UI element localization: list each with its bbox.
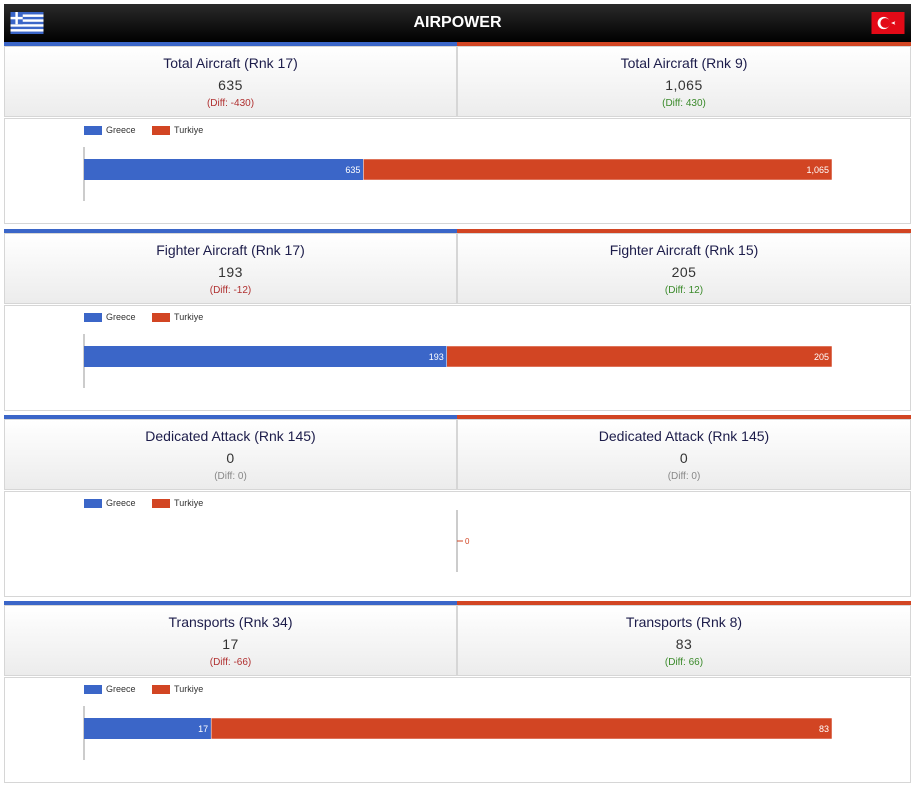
- legend-label: Greece: [106, 312, 136, 322]
- bar-label-zero: 0: [465, 537, 470, 546]
- turkiye-stat-card: Fighter Aircraft (Rnk 15) 205 (Diff: 12): [457, 233, 911, 304]
- legend-label: Greece: [106, 684, 136, 694]
- greece-flag-icon: [10, 12, 44, 34]
- stat-value: 83: [675, 636, 693, 652]
- bar-turkiye: [210, 717, 833, 740]
- stat-value: 1,065: [665, 77, 703, 93]
- bar-label-turkiye: 83: [819, 724, 829, 734]
- stat-diff: (Diff: 0): [214, 471, 247, 482]
- bar-label-greece: 635: [345, 165, 360, 175]
- stat-section-fighter-aircraft: Fighter Aircraft (Rnk 17) 193 (Diff: -12…: [4, 229, 911, 411]
- page-header: AIRPOWER: [4, 4, 911, 42]
- bar-label-greece: 17: [198, 724, 208, 734]
- stat-section-total-aircraft: Total Aircraft (Rnk 17) 635 (Diff: -430)…: [4, 42, 911, 224]
- bar-greece: [84, 159, 364, 180]
- legend-swatch: [152, 313, 171, 323]
- stat-value: 205: [671, 264, 697, 280]
- legend-label: Greece: [106, 125, 136, 135]
- bar-turkiye: [363, 158, 833, 181]
- chart-legend: Greece Turkiye: [84, 684, 217, 695]
- stat-section-transports: Transports (Rnk 34) 17 (Diff: -66) Trans…: [4, 601, 911, 783]
- greece-stat-card: Total Aircraft (Rnk 17) 635 (Diff: -430): [4, 46, 457, 117]
- legend-swatch: [84, 126, 102, 136]
- bar-label-greece: 193: [429, 352, 444, 362]
- legend-swatch: [152, 685, 171, 695]
- legend-item-greece[interactable]: Greece: [84, 312, 136, 323]
- comparison-chart: Greece Turkiye 193 205: [4, 305, 911, 411]
- legend-swatch: [84, 685, 102, 695]
- turkiye-stat-card: Transports (Rnk 8) 83 (Diff: 66): [457, 605, 911, 676]
- stat-diff: (Diff: 0): [667, 471, 701, 482]
- legend-item-greece[interactable]: Greece: [84, 498, 136, 509]
- stat-label: Total Aircraft (Rnk 9): [620, 55, 748, 71]
- legend-item-turkiye[interactable]: Turkiye: [152, 125, 204, 136]
- greece-accent-bar: [4, 601, 457, 605]
- legend-item-turkiye[interactable]: Turkiye: [152, 498, 204, 509]
- stat-label: Dedicated Attack (Rnk 145): [598, 428, 770, 444]
- legend-item-greece[interactable]: Greece: [84, 125, 136, 136]
- turkiye-accent-bar: [457, 42, 911, 46]
- stat-label: Fighter Aircraft (Rnk 17): [156, 242, 305, 258]
- stat-label: Fighter Aircraft (Rnk 15): [609, 242, 759, 258]
- bar-label-turkiye: 205: [814, 352, 829, 362]
- stat-diff: (Diff: 12): [664, 285, 704, 296]
- turkiye-accent-bar: [457, 601, 911, 605]
- chart-legend: Greece Turkiye: [84, 125, 217, 136]
- turkiye-flag-icon: [871, 12, 905, 34]
- chart-legend: Greece Turkiye: [84, 312, 217, 323]
- stat-diff: (Diff: -66): [209, 657, 252, 668]
- stat-value: 0: [679, 450, 689, 466]
- legend-swatch: [152, 126, 171, 136]
- comparison-chart: Greece Turkiye 635 1,065: [4, 118, 911, 224]
- legend-label: Turkiye: [174, 125, 204, 135]
- stat-section-dedicated-attack: Dedicated Attack (Rnk 145) 0 (Diff: 0) D…: [4, 415, 911, 597]
- legend-swatch: [84, 499, 102, 509]
- bar-chart-svg: 635 1,065: [83, 147, 833, 201]
- greece-accent-bar: [4, 42, 457, 46]
- stat-label: Total Aircraft (Rnk 17): [163, 55, 298, 71]
- stat-value: 635: [218, 77, 243, 93]
- bar-greece: [84, 718, 212, 739]
- bar-chart-svg: 17 83: [83, 706, 833, 760]
- legend-label: Turkiye: [174, 684, 204, 694]
- bar-greece: [84, 346, 447, 367]
- stat-label: Dedicated Attack (Rnk 145): [145, 428, 316, 444]
- turkiye-stat-card: Dedicated Attack (Rnk 145) 0 (Diff: 0): [457, 419, 911, 490]
- legend-swatch: [84, 313, 102, 323]
- chart-legend: Greece Turkiye: [84, 498, 217, 509]
- greece-stat-card: Transports (Rnk 34) 17 (Diff: -66): [4, 605, 457, 676]
- greece-stat-card: Dedicated Attack (Rnk 145) 0 (Diff: 0): [4, 419, 457, 490]
- page-title: AIRPOWER: [413, 14, 502, 31]
- greece-stat-card: Fighter Aircraft (Rnk 17) 193 (Diff: -12…: [4, 233, 457, 304]
- bar-chart-svg: 193 205: [83, 334, 833, 388]
- bar-turkiye: [446, 345, 833, 368]
- legend-label: Turkiye: [174, 312, 204, 322]
- comparison-chart: Greece Turkiye 0: [4, 491, 911, 597]
- stat-label: Transports (Rnk 34): [168, 614, 293, 630]
- legend-label: Turkiye: [174, 498, 204, 508]
- stat-value: 17: [222, 636, 239, 652]
- comparison-chart: Greece Turkiye 17 83: [4, 677, 911, 783]
- legend-item-turkiye[interactable]: Turkiye: [152, 312, 204, 323]
- stat-value: 193: [218, 264, 243, 280]
- bar-label-turkiye: 1,065: [806, 165, 829, 175]
- stat-diff: (Diff: 66): [664, 657, 704, 668]
- greece-accent-bar: [4, 415, 457, 419]
- turkiye-accent-bar: [457, 229, 911, 233]
- bar-chart-svg: 0: [456, 510, 470, 572]
- stat-diff: (Diff: -12): [209, 285, 252, 296]
- turkiye-stat-card: Total Aircraft (Rnk 9) 1,065 (Diff: 430): [457, 46, 911, 117]
- legend-label: Greece: [106, 498, 136, 508]
- stat-diff: (Diff: -430): [206, 98, 255, 109]
- greece-accent-bar: [4, 229, 457, 233]
- legend-swatch: [152, 499, 171, 509]
- legend-item-turkiye[interactable]: Turkiye: [152, 684, 204, 695]
- stat-label: Transports (Rnk 8): [625, 614, 743, 630]
- turkiye-accent-bar: [457, 415, 911, 419]
- legend-item-greece[interactable]: Greece: [84, 684, 136, 695]
- stat-diff: (Diff: 430): [662, 98, 706, 109]
- stat-value: 0: [226, 450, 235, 466]
